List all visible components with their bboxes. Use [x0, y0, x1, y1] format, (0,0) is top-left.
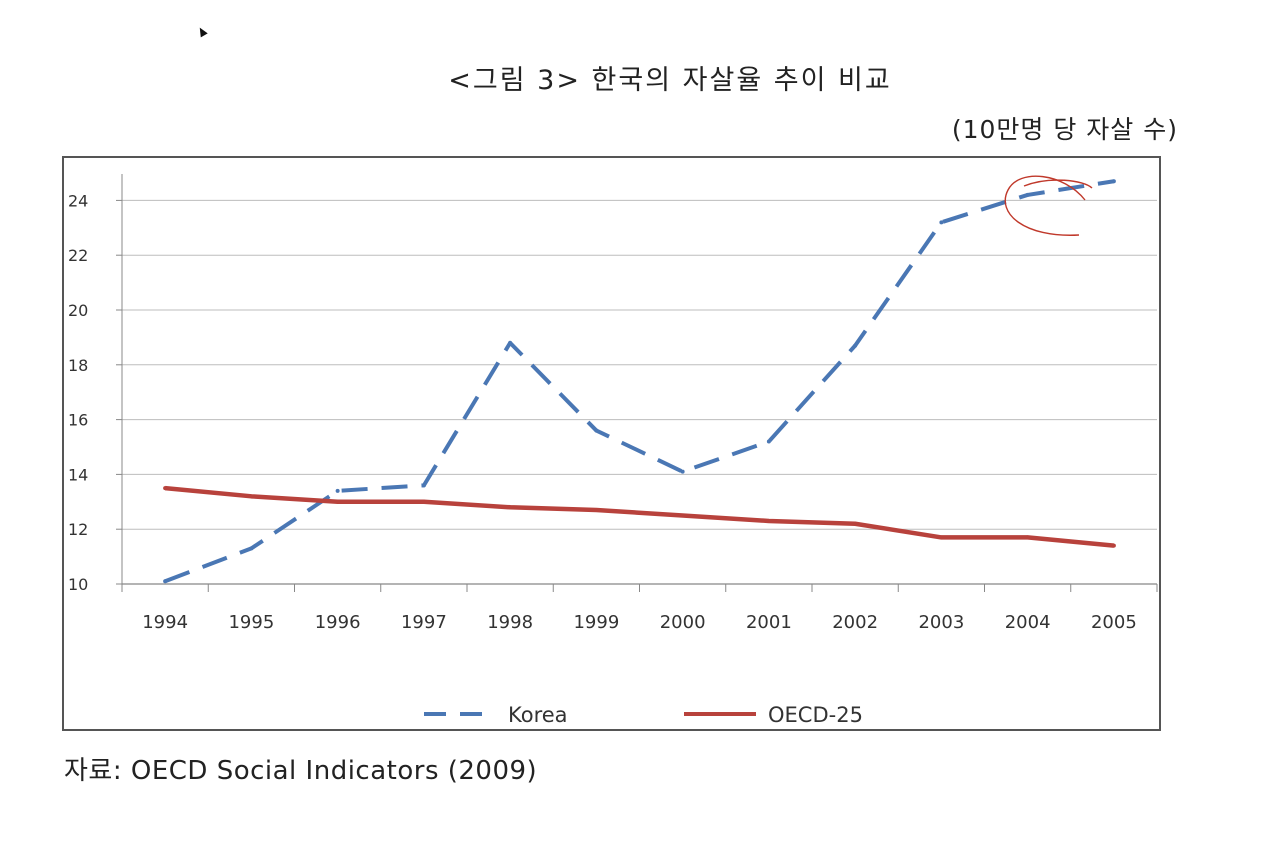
series-line-oecd-25	[164, 485, 1115, 548]
data-point	[508, 340, 513, 345]
data-point	[163, 579, 168, 584]
legend-label: Korea	[508, 703, 568, 727]
data-point	[335, 499, 340, 504]
data-point	[1025, 535, 1030, 540]
data-point	[939, 535, 944, 540]
y-tick-label: 10	[68, 575, 88, 594]
chart-title: <그림 3> 한국의 자살율 추이 비교	[448, 65, 892, 96]
data-point	[508, 505, 513, 510]
x-tick-label: 1998	[487, 612, 533, 633]
x-tick-label: 1996	[315, 612, 361, 633]
data-point	[249, 494, 254, 499]
data-point	[680, 469, 685, 474]
data-point	[249, 546, 254, 551]
data-point	[1025, 192, 1030, 197]
x-tick-label: 2003	[918, 612, 964, 633]
x-tick-label: 2000	[660, 612, 706, 633]
x-tick-label: 2001	[746, 612, 792, 633]
data-point	[853, 521, 858, 526]
data-point	[766, 518, 771, 523]
data-point	[766, 439, 771, 444]
x-tick-label: 1994	[142, 612, 188, 633]
data-point	[1111, 543, 1116, 548]
data-point	[680, 513, 685, 518]
y-tick-label: 14	[68, 465, 88, 484]
data-point	[594, 428, 599, 433]
x-tick-label: 1997	[401, 612, 447, 633]
x-tick-label: 1999	[573, 612, 619, 633]
y-tick-label: 16	[68, 411, 88, 430]
annotation-circle	[1004, 175, 1093, 236]
y-tick-label: 22	[68, 246, 88, 265]
y-tick-label: 24	[68, 191, 88, 210]
data-point	[163, 486, 168, 491]
data-point	[1111, 179, 1116, 184]
data-point	[853, 343, 858, 348]
x-tick-label: 2002	[832, 612, 878, 633]
source-note: 자료: OECD Social Indicators (2009)	[64, 756, 538, 786]
series-line-korea	[164, 179, 1115, 584]
legend-label: OECD-25	[768, 703, 863, 727]
line-chart: 10 12 14 16 18 20 22 24 1994 1995 1996 1997 1998 1999…	[68, 174, 1158, 727]
x-tick-label: 2005	[1091, 612, 1137, 633]
chart-frame: 10 12 14 16 18 20 22 24 1994 1995 1996 1997 1998 1999…	[62, 156, 1161, 731]
data-point	[421, 483, 426, 488]
data-point	[421, 499, 426, 504]
data-point	[335, 488, 340, 493]
y-tick-label: 18	[68, 356, 88, 375]
data-point	[939, 220, 944, 225]
unit-label: (10만명 당 자살 수)	[951, 115, 1178, 144]
mouse-cursor-icon	[196, 25, 208, 38]
y-tick-label: 12	[68, 520, 88, 539]
x-tick-label: 2004	[1005, 612, 1051, 633]
x-tick-label: 1995	[228, 612, 274, 633]
data-point	[594, 508, 599, 513]
y-tick-label: 20	[68, 301, 88, 320]
